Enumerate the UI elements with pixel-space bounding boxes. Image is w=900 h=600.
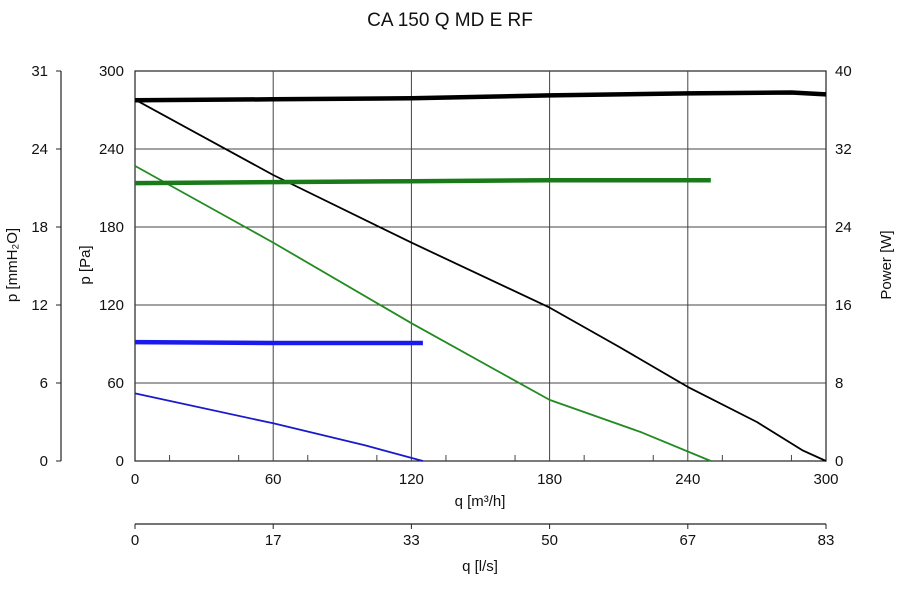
x-tick-label: 120 [399,471,424,488]
y-outer-tick-label: 6 [40,375,48,392]
x-tick-label: 240 [675,471,700,488]
y-outer-tick-label: 0 [40,453,48,470]
y-tick-label: 240 [99,141,124,158]
grid [134,70,827,462]
y-right-tick-label: 24 [835,219,852,236]
y-axis-label: p [Pa] [77,245,94,284]
y-outer-tick-label: 31 [31,63,48,80]
plot-series [134,90,827,462]
x-tick-label: 60 [265,471,282,488]
y-right-tick-label: 0 [835,453,843,470]
series-line-6-power [134,339,423,346]
x-tick-label: 0 [131,471,139,488]
y-right-tick-label: 40 [835,63,852,80]
chart-title: CA 150 Q MD E RF [367,10,533,31]
plot-frame [134,70,827,462]
x2-tick-label: 33 [403,532,420,549]
y-outer-tick-label: 18 [31,219,48,236]
y-tick-label: 300 [99,63,124,80]
series-line-4-power [134,177,711,186]
y-tick-label: 60 [107,375,124,392]
y-right-axis-label: Power [W] [878,230,895,299]
y-right-tick-label: 8 [835,375,843,392]
y-tick-label: 0 [116,453,124,470]
y-outer-tick-label: 12 [31,297,48,314]
x-tick-label: 300 [813,471,838,488]
series-line-3-pressure [134,165,712,462]
y-right-tick-label: 16 [835,297,852,314]
x2-tick-label: 50 [541,532,558,549]
series-line-5-pressure [134,392,424,462]
x-axis-label: q [m³/h] [455,493,506,510]
y-outer-axis-label: p [mmH₂O] [4,228,21,302]
x-tick-label: 180 [537,471,562,488]
y-tick-label: 180 [99,219,124,236]
x2-tick-label: 67 [679,532,696,549]
series-line-1-pressure [134,98,827,462]
x2-axis-label: q [l/s] [462,558,498,575]
x2-tick-label: 83 [818,532,835,549]
y-right-tick-label: 32 [835,141,852,158]
x2-tick-label: 0 [131,532,139,549]
series-line-2-power [134,90,827,103]
y-tick-label: 120 [99,297,124,314]
y-outer-tick-label: 24 [31,141,48,158]
x2-tick-label: 17 [265,532,282,549]
